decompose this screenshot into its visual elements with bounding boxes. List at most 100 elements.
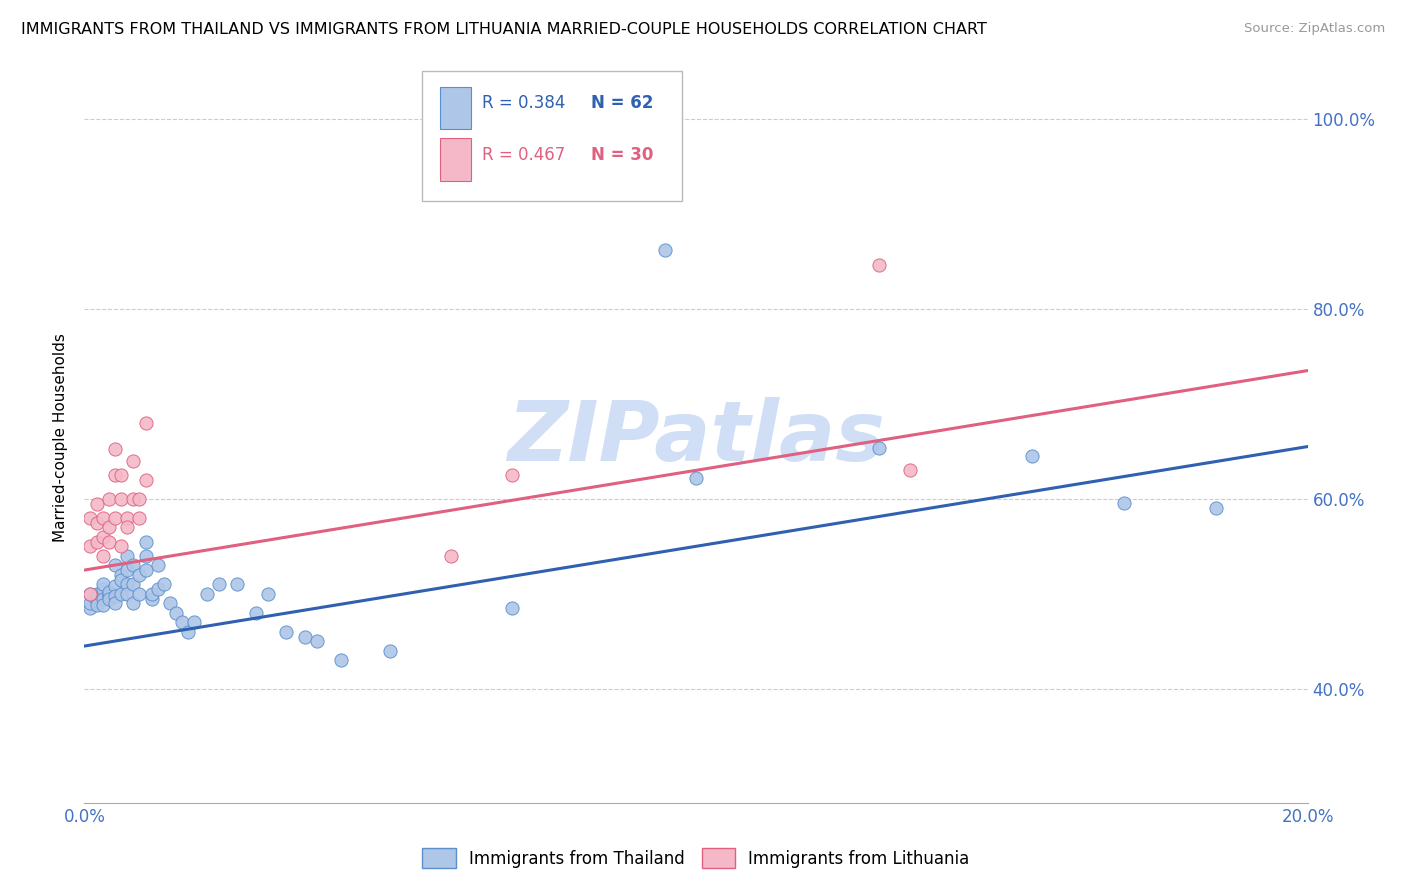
Point (122, 577, 145, 591)
Point (79, 539, 101, 553)
Point (245, 606, 267, 620)
Text: ZIPatlas: ZIPatlas (508, 397, 884, 477)
Point (122, 491, 145, 506)
Point (115, 520, 138, 534)
Point (79, 587, 101, 601)
Point (208, 577, 231, 591)
Point (330, 653, 353, 667)
Legend: Immigrants from Thailand, Immigrants from Lithuania: Immigrants from Thailand, Immigrants fro… (416, 841, 976, 875)
Point (869, 258, 891, 272)
Point (380, 644, 402, 658)
Point (79, 596, 101, 610)
Point (104, 596, 127, 610)
Text: N = 30: N = 30 (591, 146, 652, 164)
Point (97, 587, 120, 601)
Point (1114, 495, 1136, 509)
Point (135, 473, 157, 487)
Point (79, 587, 101, 601)
Point (110, 539, 132, 553)
Point (110, 468, 132, 483)
Point (183, 615, 205, 630)
Point (165, 606, 187, 620)
Point (153, 577, 176, 591)
Point (86, 590, 108, 604)
Point (654, 243, 676, 257)
Text: N = 62: N = 62 (591, 95, 652, 112)
Point (502, 601, 524, 615)
Point (141, 587, 163, 601)
Point (1205, 501, 1227, 516)
Point (110, 491, 132, 506)
Point (86, 497, 108, 511)
Point (122, 596, 145, 610)
Point (104, 558, 127, 573)
Point (226, 577, 249, 591)
Point (146, 558, 169, 573)
Point (86, 587, 108, 601)
Point (305, 634, 328, 648)
Point (91, 511, 114, 525)
Point (104, 442, 127, 457)
Point (97, 520, 120, 534)
Point (1021, 449, 1043, 463)
Point (104, 468, 127, 483)
Point (115, 577, 138, 591)
Point (115, 549, 138, 563)
Point (115, 563, 138, 577)
Point (294, 630, 316, 644)
Point (135, 534, 157, 549)
Point (276, 624, 298, 639)
Y-axis label: Married-couple Households: Married-couple Households (53, 333, 69, 541)
Point (104, 589, 127, 603)
Point (177, 624, 200, 639)
Point (104, 579, 127, 593)
Point (122, 454, 145, 468)
Point (115, 587, 138, 601)
Point (195, 587, 218, 601)
Point (91, 598, 114, 612)
Point (115, 511, 138, 525)
Point (135, 563, 157, 577)
Point (91, 549, 114, 563)
Point (141, 591, 163, 606)
Point (898, 463, 921, 477)
Point (104, 511, 127, 525)
Point (91, 587, 114, 601)
Point (122, 558, 145, 573)
Point (135, 549, 157, 563)
Point (135, 416, 157, 430)
Text: Source: ZipAtlas.com: Source: ZipAtlas.com (1244, 22, 1385, 36)
Point (146, 582, 169, 596)
Point (159, 596, 181, 610)
Point (440, 549, 463, 563)
Point (86, 594, 108, 608)
Point (91, 591, 114, 606)
Point (110, 587, 132, 601)
Point (79, 511, 101, 525)
Point (172, 615, 194, 630)
Point (869, 441, 891, 455)
Text: R = 0.467: R = 0.467 (482, 146, 565, 164)
Point (86, 534, 108, 549)
Point (128, 567, 150, 582)
Text: R = 0.384: R = 0.384 (482, 95, 565, 112)
Point (97, 589, 120, 603)
Point (110, 573, 132, 587)
Point (91, 530, 114, 544)
Point (97, 534, 120, 549)
Point (97, 491, 120, 506)
Point (91, 582, 114, 596)
Point (86, 516, 108, 530)
Point (257, 587, 280, 601)
Text: IMMIGRANTS FROM THAILAND VS IMMIGRANTS FROM LITHUANIA MARRIED-COUPLE HOUSEHOLDS : IMMIGRANTS FROM THAILAND VS IMMIGRANTS F… (21, 22, 987, 37)
Point (685, 471, 707, 485)
Point (91, 577, 114, 591)
Point (86, 598, 108, 612)
Point (110, 567, 132, 582)
Point (79, 601, 101, 615)
Point (128, 491, 150, 506)
Point (502, 468, 524, 483)
Point (128, 587, 150, 601)
Point (97, 585, 120, 599)
Point (128, 511, 150, 525)
